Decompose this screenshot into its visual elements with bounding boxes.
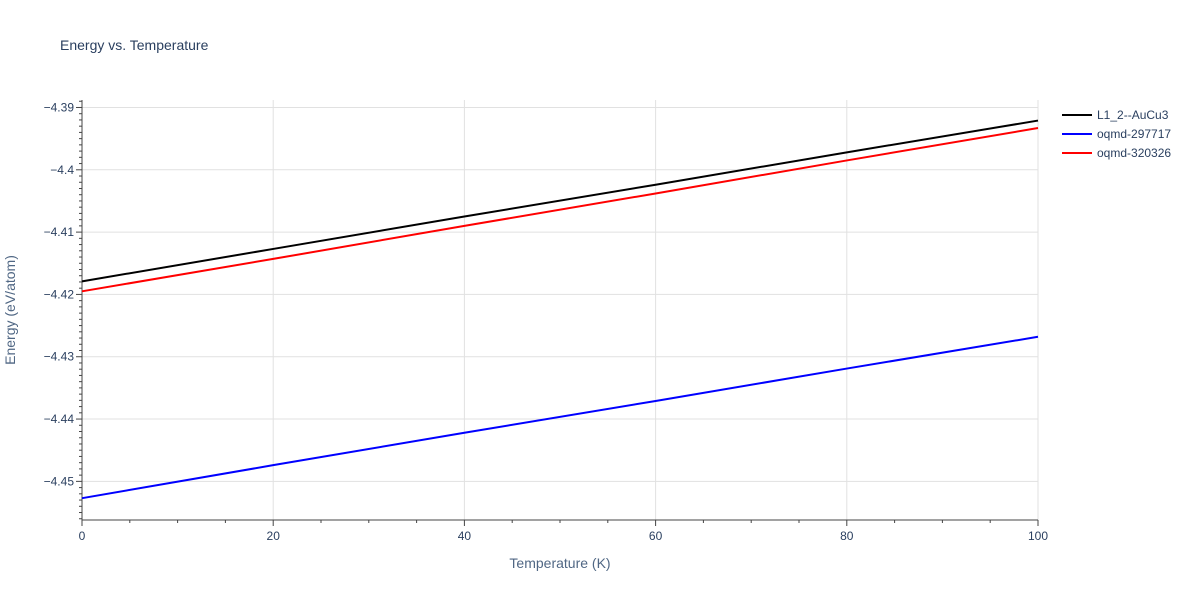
chart-title: Energy vs. Temperature bbox=[60, 37, 209, 53]
x-tick-label: 20 bbox=[267, 529, 281, 543]
y-tick-label: −4.39 bbox=[44, 100, 75, 114]
x-tick-label: 0 bbox=[79, 529, 86, 543]
y-tick-label: −4.45 bbox=[44, 474, 75, 488]
legend-label: L1_2--AuCu3 bbox=[1097, 108, 1169, 122]
x-tick-label: 40 bbox=[458, 529, 472, 543]
y-tick-label: −4.4 bbox=[50, 163, 74, 177]
x-tick-label: 60 bbox=[649, 529, 663, 543]
y-tick-label: −4.41 bbox=[44, 225, 75, 239]
x-axis-label: Temperature (K) bbox=[509, 555, 610, 571]
y-tick-label: −4.44 bbox=[44, 412, 75, 426]
y-tick-label: −4.42 bbox=[44, 287, 75, 301]
x-tick-label: 80 bbox=[840, 529, 854, 543]
legend-item-2[interactable]: oqmd-320326 bbox=[1062, 146, 1171, 160]
y-tick-label: −4.43 bbox=[44, 350, 75, 364]
legend-item-0[interactable]: L1_2--AuCu3 bbox=[1062, 108, 1169, 122]
x-tick-label: 100 bbox=[1028, 529, 1048, 543]
legend-label: oqmd-297717 bbox=[1097, 127, 1171, 141]
legend-label: oqmd-320326 bbox=[1097, 146, 1171, 160]
series-line-0 bbox=[81, 119, 1039, 283]
grid-lines bbox=[81, 100, 1039, 520]
y-axis-label: Energy (eV/atom) bbox=[2, 255, 18, 365]
legend[interactable]: L1_2--AuCu3 oqmd-297717 oqmd-320326 bbox=[1062, 108, 1171, 160]
series-line-2 bbox=[81, 127, 1039, 293]
series-line-1 bbox=[81, 335, 1039, 500]
axes: 0 20 40 60 80 100 −4.39 −4.4 −4.41 −4.42 −4.43 −4.4… bbox=[44, 100, 1048, 543]
series-lines bbox=[81, 119, 1039, 500]
legend-item-1[interactable]: oqmd-297717 bbox=[1062, 127, 1171, 141]
